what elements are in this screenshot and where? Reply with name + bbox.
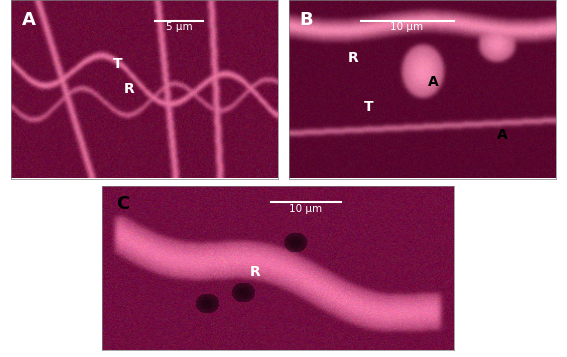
Text: A: A	[497, 128, 508, 142]
Text: R: R	[123, 82, 134, 96]
Text: A: A	[22, 11, 36, 29]
Text: 10 μm: 10 μm	[289, 204, 323, 214]
Text: C: C	[116, 196, 129, 213]
Text: T: T	[364, 100, 374, 114]
Text: B: B	[300, 11, 314, 29]
Text: 10 μm: 10 μm	[390, 22, 423, 32]
Text: T: T	[113, 57, 122, 71]
Text: R: R	[348, 51, 358, 65]
Text: A: A	[428, 75, 438, 89]
Text: R: R	[249, 265, 260, 279]
Text: 5 μm: 5 μm	[166, 22, 193, 32]
